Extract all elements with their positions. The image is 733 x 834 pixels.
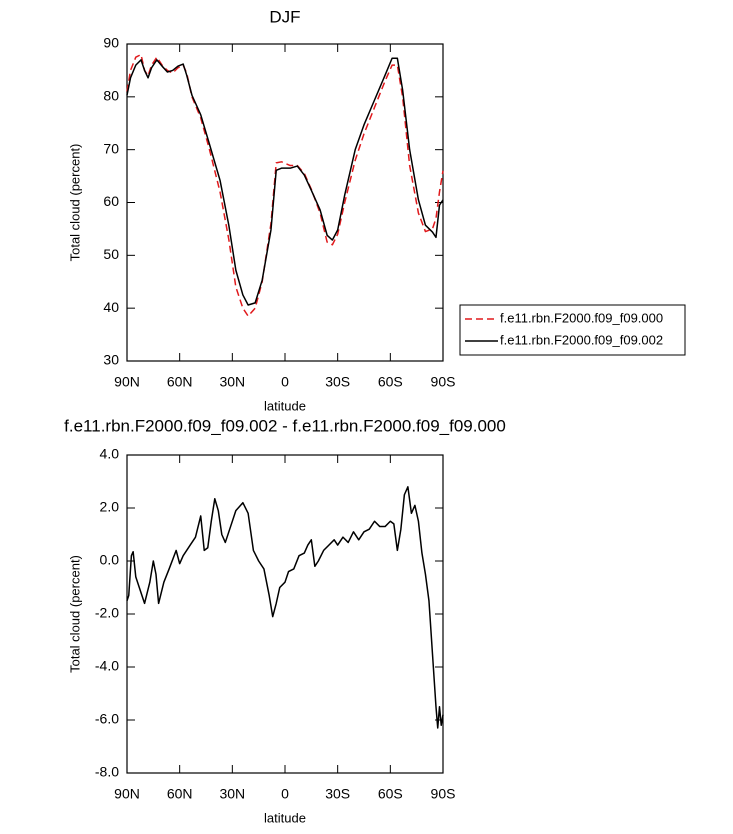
data-line xyxy=(126,57,444,306)
y-axis-label: Total cloud (percent) xyxy=(67,555,82,673)
x-tick-label: 30N xyxy=(219,374,245,390)
y-tick-label: -2.0 xyxy=(95,605,119,621)
x-axis-label: latitude xyxy=(264,398,306,413)
x-tick-label: 30S xyxy=(325,374,350,390)
legend-box xyxy=(459,304,686,356)
chart-title: f.e11.rbn.F2000.f09_f09.002 - f.e11.rbn.… xyxy=(64,416,506,435)
legend-label: f.e11.rbn.F2000.f09_f09.002 xyxy=(500,332,663,347)
y-tick-label: -6.0 xyxy=(95,711,119,727)
x-tick-label: 0 xyxy=(281,374,289,390)
y-tick-label: 2.0 xyxy=(100,499,120,515)
x-tick-label: 60S xyxy=(378,374,403,390)
y-tick-label: 40 xyxy=(103,299,119,315)
chart-title: DJF xyxy=(269,7,300,26)
x-tick-label: 0 xyxy=(281,786,289,802)
y-tick-label: -4.0 xyxy=(95,658,119,674)
x-axis-label: latitude xyxy=(264,810,306,825)
y-tick-label: 70 xyxy=(103,140,119,156)
x-tick-label: 30S xyxy=(325,786,350,802)
x-tick-label: 90N xyxy=(114,786,140,802)
y-tick-label: 50 xyxy=(103,246,119,262)
x-tick-label: 90S xyxy=(431,374,456,390)
plot-frame xyxy=(126,43,444,362)
x-tick-label: 60N xyxy=(167,374,193,390)
y-axis-label: Total cloud (percent) xyxy=(67,144,82,262)
y-tick-label: 30 xyxy=(103,352,119,368)
x-tick-label: 90S xyxy=(431,786,456,802)
legend-label: f.e11.rbn.F2000.f09_f09.000 xyxy=(500,310,663,325)
y-tick-label: 80 xyxy=(103,88,119,104)
x-tick-label: 60N xyxy=(167,786,193,802)
y-tick-label: 4.0 xyxy=(100,446,120,462)
y-tick-label: 90 xyxy=(103,35,119,51)
x-tick-label: 90N xyxy=(114,374,140,390)
data-line xyxy=(126,53,444,317)
y-tick-label: 60 xyxy=(103,193,119,209)
y-tick-label: 0.0 xyxy=(100,552,120,568)
x-tick-label: 30N xyxy=(219,786,245,802)
x-tick-label: 60S xyxy=(378,786,403,802)
data-line xyxy=(126,486,444,729)
plot-frame xyxy=(126,454,444,774)
y-tick-label: -8.0 xyxy=(95,764,119,780)
